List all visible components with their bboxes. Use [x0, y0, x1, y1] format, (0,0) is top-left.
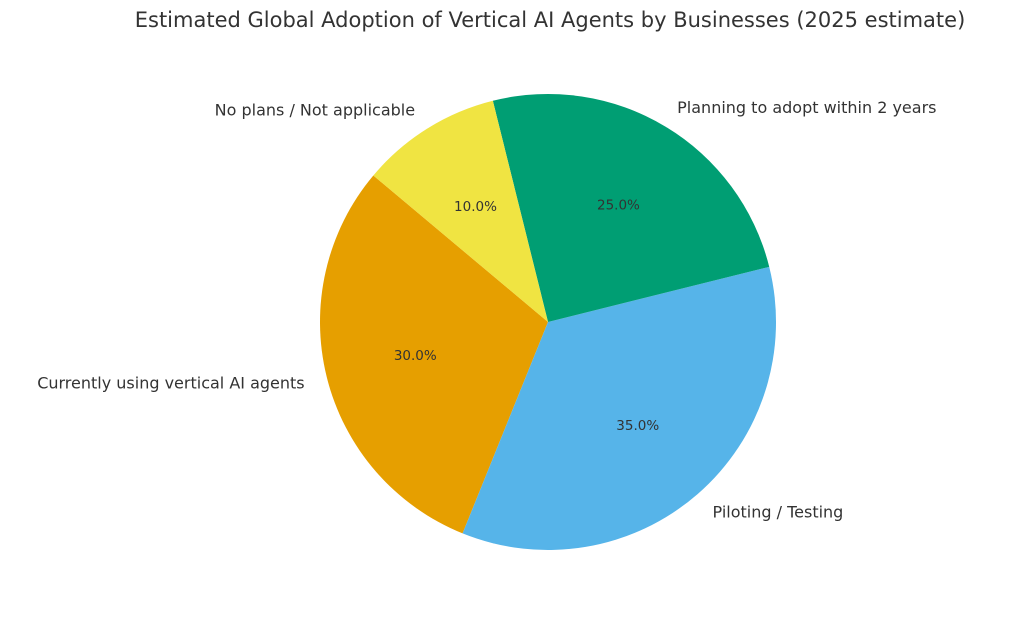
- slice-percent-label: 25.0%: [597, 198, 640, 214]
- pie-slice-0: [319, 175, 548, 534]
- pie-slice-1: [462, 266, 777, 551]
- pie-slice-2: [492, 94, 770, 322]
- slice-category-label: Planning to adopt within 2 years: [677, 98, 936, 117]
- chart-title: Estimated Global Adoption of Vertical AI…: [134, 8, 966, 32]
- slice-category-label: Piloting / Testing: [713, 502, 844, 521]
- slice-category-label: No plans / Not applicable: [215, 100, 415, 119]
- slice-percent-label: 10.0%: [454, 199, 497, 215]
- slice-percent-label: 35.0%: [616, 418, 659, 434]
- slice-category-label: Currently using vertical AI agents: [37, 374, 304, 393]
- slice-percent-label: 30.0%: [394, 348, 437, 364]
- pie-slice-3: [373, 100, 548, 322]
